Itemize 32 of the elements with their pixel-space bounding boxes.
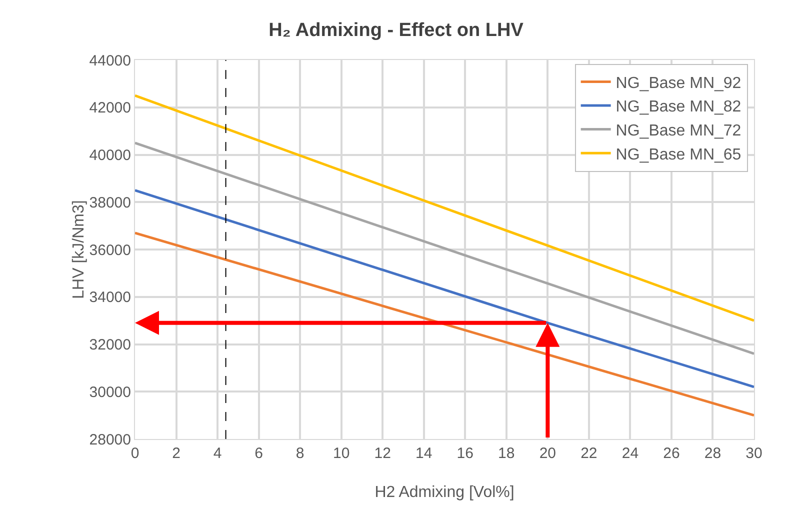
x-tick-label: 28: [704, 445, 722, 462]
y-tick-label: 34000: [89, 289, 131, 306]
y-tick-label: 42000: [89, 100, 131, 117]
x-tick-label: 12: [374, 445, 391, 462]
x-tick-label: 16: [456, 445, 474, 462]
x-tick-label: 14: [416, 445, 432, 462]
x-tick-label: 6: [254, 445, 263, 462]
y-tick-label: 28000: [89, 431, 131, 448]
x-tick-label: 20: [539, 445, 556, 462]
x-tick-label: 24: [622, 445, 639, 462]
y-axis-title: LHV [kJ/Nm3]: [70, 200, 88, 299]
legend-label: NG_Base MN_65: [616, 146, 742, 164]
y-tick-label: 32000: [89, 336, 131, 354]
legend-label: NG_Base MN_92: [616, 74, 742, 92]
y-tick-label: 36000: [89, 242, 131, 259]
x-tick-label: 30: [746, 445, 762, 462]
x-tick-label: 22: [580, 445, 598, 462]
y-tick-label: 40000: [89, 147, 131, 164]
x-tick-label: 26: [663, 445, 680, 462]
y-tick-label: 44000: [89, 52, 131, 70]
y-tick-label: 30000: [89, 384, 131, 401]
x-tick-label: 10: [332, 445, 350, 462]
x-tick-label: 2: [172, 445, 180, 462]
x-tick-label: 0: [130, 445, 140, 462]
x-axis-title: H2 Admixing [Vol%]: [374, 484, 514, 501]
x-tick-label: 4: [213, 445, 222, 462]
x-tick-label: 8: [296, 445, 304, 462]
y-tick-label: 38000: [89, 194, 131, 212]
chart-title: H₂ Admixing - Effect on LHV: [268, 20, 524, 42]
legend-label: NG_Base MN_72: [616, 122, 742, 140]
legend-label: NG_Base MN_82: [616, 98, 742, 116]
x-tick-label: 18: [498, 445, 515, 462]
